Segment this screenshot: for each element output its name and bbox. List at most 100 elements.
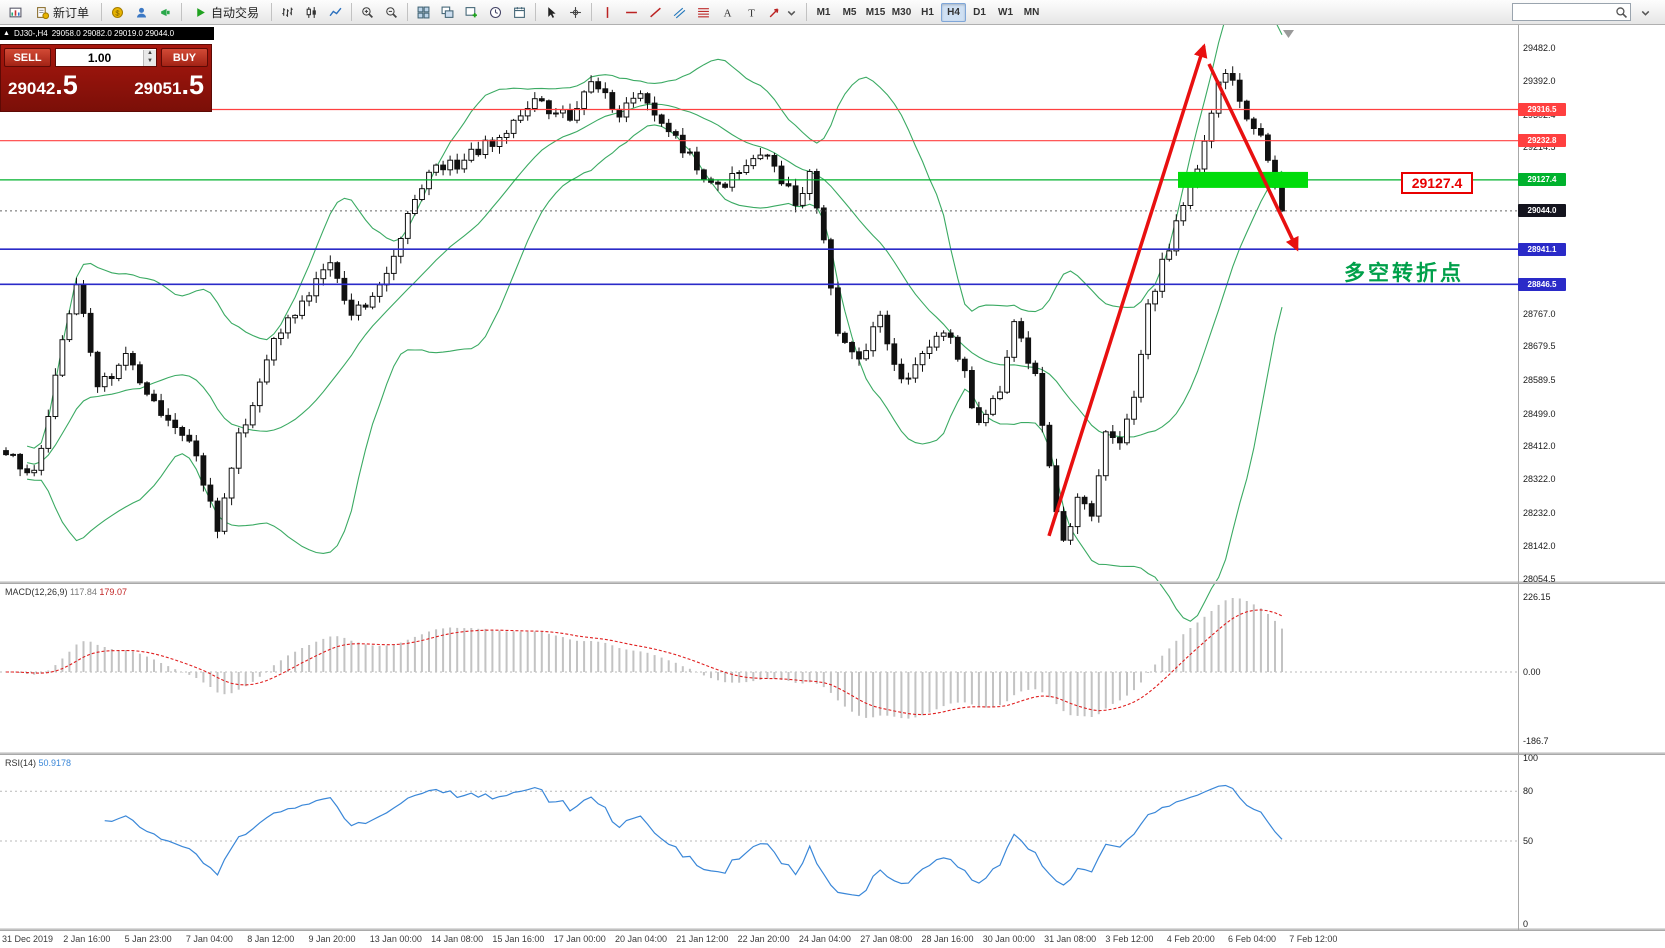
price-tag-resistance: 29316.5	[1518, 103, 1566, 117]
macd-scale-label: -186.7	[1523, 736, 1549, 746]
vertical-line-icon	[601, 6, 614, 19]
symbol-bar[interactable]: ▲ DJ30-,H4 29058.0 29082.0 29019.0 29044…	[0, 27, 214, 40]
auto-trading-button[interactable]: 自动交易	[186, 2, 267, 22]
price-axis-label: 28499.0	[1523, 408, 1556, 419]
turning-point-annotation[interactable]: 多空转折点	[1344, 262, 1464, 285]
sell-button[interactable]: SELL	[4, 48, 51, 67]
zoom-in-button[interactable]	[356, 2, 379, 22]
timeframe-M5[interactable]: M5	[837, 3, 862, 22]
timeframe-W1[interactable]: W1	[993, 3, 1018, 22]
new-order-button[interactable]: 新订单	[28, 2, 97, 22]
one-click-trading-panel: SELL ▲ ▼ BUY 29042.5 29051.5	[0, 44, 212, 112]
macd-signal-value: 179.07	[99, 587, 127, 597]
megaphone-icon	[159, 6, 172, 19]
arrows-tool-button[interactable]	[764, 2, 802, 22]
symbol-title: DJ30-,H4	[13, 29, 48, 38]
channel-tool-button[interactable]	[668, 2, 691, 22]
volume-up-button[interactable]: ▲	[144, 49, 156, 58]
cascade-windows-button[interactable]	[436, 2, 459, 22]
time-axis-label: 21 Jan 12:00	[676, 934, 729, 944]
trend-arrow-down[interactable]	[1207, 63, 1299, 252]
timeframe-M15[interactable]: M15	[863, 3, 888, 22]
bollinger-lo-line	[27, 124, 1283, 622]
community-button[interactable]	[130, 2, 153, 22]
label-tool-button[interactable]: T	[740, 2, 763, 22]
price-axis-label: 28589.5	[1523, 374, 1556, 385]
label-icon: T	[745, 6, 758, 19]
price-axis-label: 28679.5	[1523, 341, 1556, 352]
fibonacci-tool-button[interactable]	[692, 2, 715, 22]
time-axis-label: 7 Feb 12:00	[1289, 934, 1338, 944]
toolbar-separator	[591, 3, 593, 21]
pivot-zone-rect[interactable]	[1178, 171, 1308, 188]
new-order-label: 新订单	[53, 5, 90, 20]
deposit-button[interactable]: $	[106, 2, 129, 22]
panel-separator	[0, 928, 1665, 931]
trendline-tool-button[interactable]	[644, 2, 667, 22]
buy-button[interactable]: BUY	[161, 48, 208, 67]
zoom-out-button[interactable]	[380, 2, 403, 22]
time-axis-label: 22 Jan 20:00	[737, 934, 790, 944]
toolbar-separator	[351, 3, 353, 21]
price-axis-label: 28142.0	[1523, 541, 1556, 552]
timeframe-H4[interactable]: H4	[941, 2, 967, 22]
price-axis-label: 28412.0	[1523, 440, 1556, 451]
timeframe-D1[interactable]: D1	[967, 3, 992, 22]
timeframe-toolbar: M1 M5 M15 M30 H1 H4 D1 W1 MN	[811, 2, 1044, 22]
arrow-tool-icon	[768, 6, 781, 19]
play-icon	[194, 6, 207, 19]
toolbar: 新订单 $ 自动交易 A T M	[0, 0, 1665, 25]
zoom-in-icon	[361, 6, 374, 19]
new-window-button[interactable]	[460, 2, 483, 22]
timeframe-MN[interactable]: MN	[1019, 3, 1044, 22]
trendline-icon	[649, 6, 662, 19]
text-tool-button[interactable]: A	[716, 2, 739, 22]
price-tag-support: 28846.5	[1518, 277, 1566, 291]
price-tag-support: 28941.1	[1518, 242, 1566, 256]
user-icon	[135, 6, 148, 19]
crosshair-tool-button[interactable]	[564, 2, 587, 22]
volume-input[interactable]	[56, 50, 143, 65]
bar-chart-mode-button[interactable]	[276, 2, 299, 22]
vertical-line-tool-button[interactable]	[596, 2, 619, 22]
toolbar-overflow-button[interactable]	[1634, 2, 1657, 22]
buy-price: 29051.5	[134, 70, 204, 100]
price-axis-label: 28232.0	[1523, 507, 1556, 518]
timeframe-H1[interactable]: H1	[915, 3, 940, 22]
data-window-button[interactable]	[508, 2, 531, 22]
search-input[interactable]	[1515, 5, 1615, 19]
rsi-scale-label: 0	[1523, 919, 1529, 929]
horizontal-line-tool-button[interactable]	[620, 2, 643, 22]
candlestick-chart-icon	[305, 6, 318, 19]
macd-scale-label: 0.00	[1523, 667, 1541, 677]
expand-panel-icon[interactable]: ▲	[3, 30, 10, 37]
tile-windows-button[interactable]	[412, 2, 435, 22]
chart-shift-icon[interactable]	[1283, 30, 1294, 38]
strategy-tester-button[interactable]	[484, 2, 507, 22]
time-axis-label: 14 Jan 08:00	[431, 934, 484, 944]
candlestick-mode-button[interactable]	[300, 2, 323, 22]
time-axis-label: 5 Jan 23:00	[124, 934, 172, 944]
new-chart-button[interactable]	[4, 2, 27, 22]
search-icon[interactable]	[1615, 6, 1628, 19]
fibonacci-icon	[697, 6, 710, 19]
panel-separator[interactable]	[0, 581, 1665, 584]
toolbar-search-area	[1512, 2, 1657, 22]
chevron-down-icon	[785, 6, 798, 19]
volume-down-button[interactable]: ▼	[144, 57, 156, 66]
price-callout-label[interactable]: 29127.4	[1401, 172, 1473, 194]
line-chart-icon	[329, 6, 342, 19]
rsi-scale-label: 100	[1523, 753, 1539, 763]
timeframe-M30[interactable]: M30	[889, 3, 914, 22]
cursor-tool-button[interactable]	[540, 2, 563, 22]
trend-arrow-up[interactable]	[1047, 43, 1208, 537]
volume-box: ▲ ▼	[55, 48, 157, 67]
macd-scale-label: 226.15	[1523, 592, 1551, 602]
panel-separator[interactable]	[0, 752, 1665, 755]
timeframe-M1[interactable]: M1	[811, 3, 836, 22]
line-chart-mode-button[interactable]	[324, 2, 347, 22]
news-button[interactable]	[154, 2, 177, 22]
price-tag-last-price: 29044.0	[1518, 204, 1566, 218]
